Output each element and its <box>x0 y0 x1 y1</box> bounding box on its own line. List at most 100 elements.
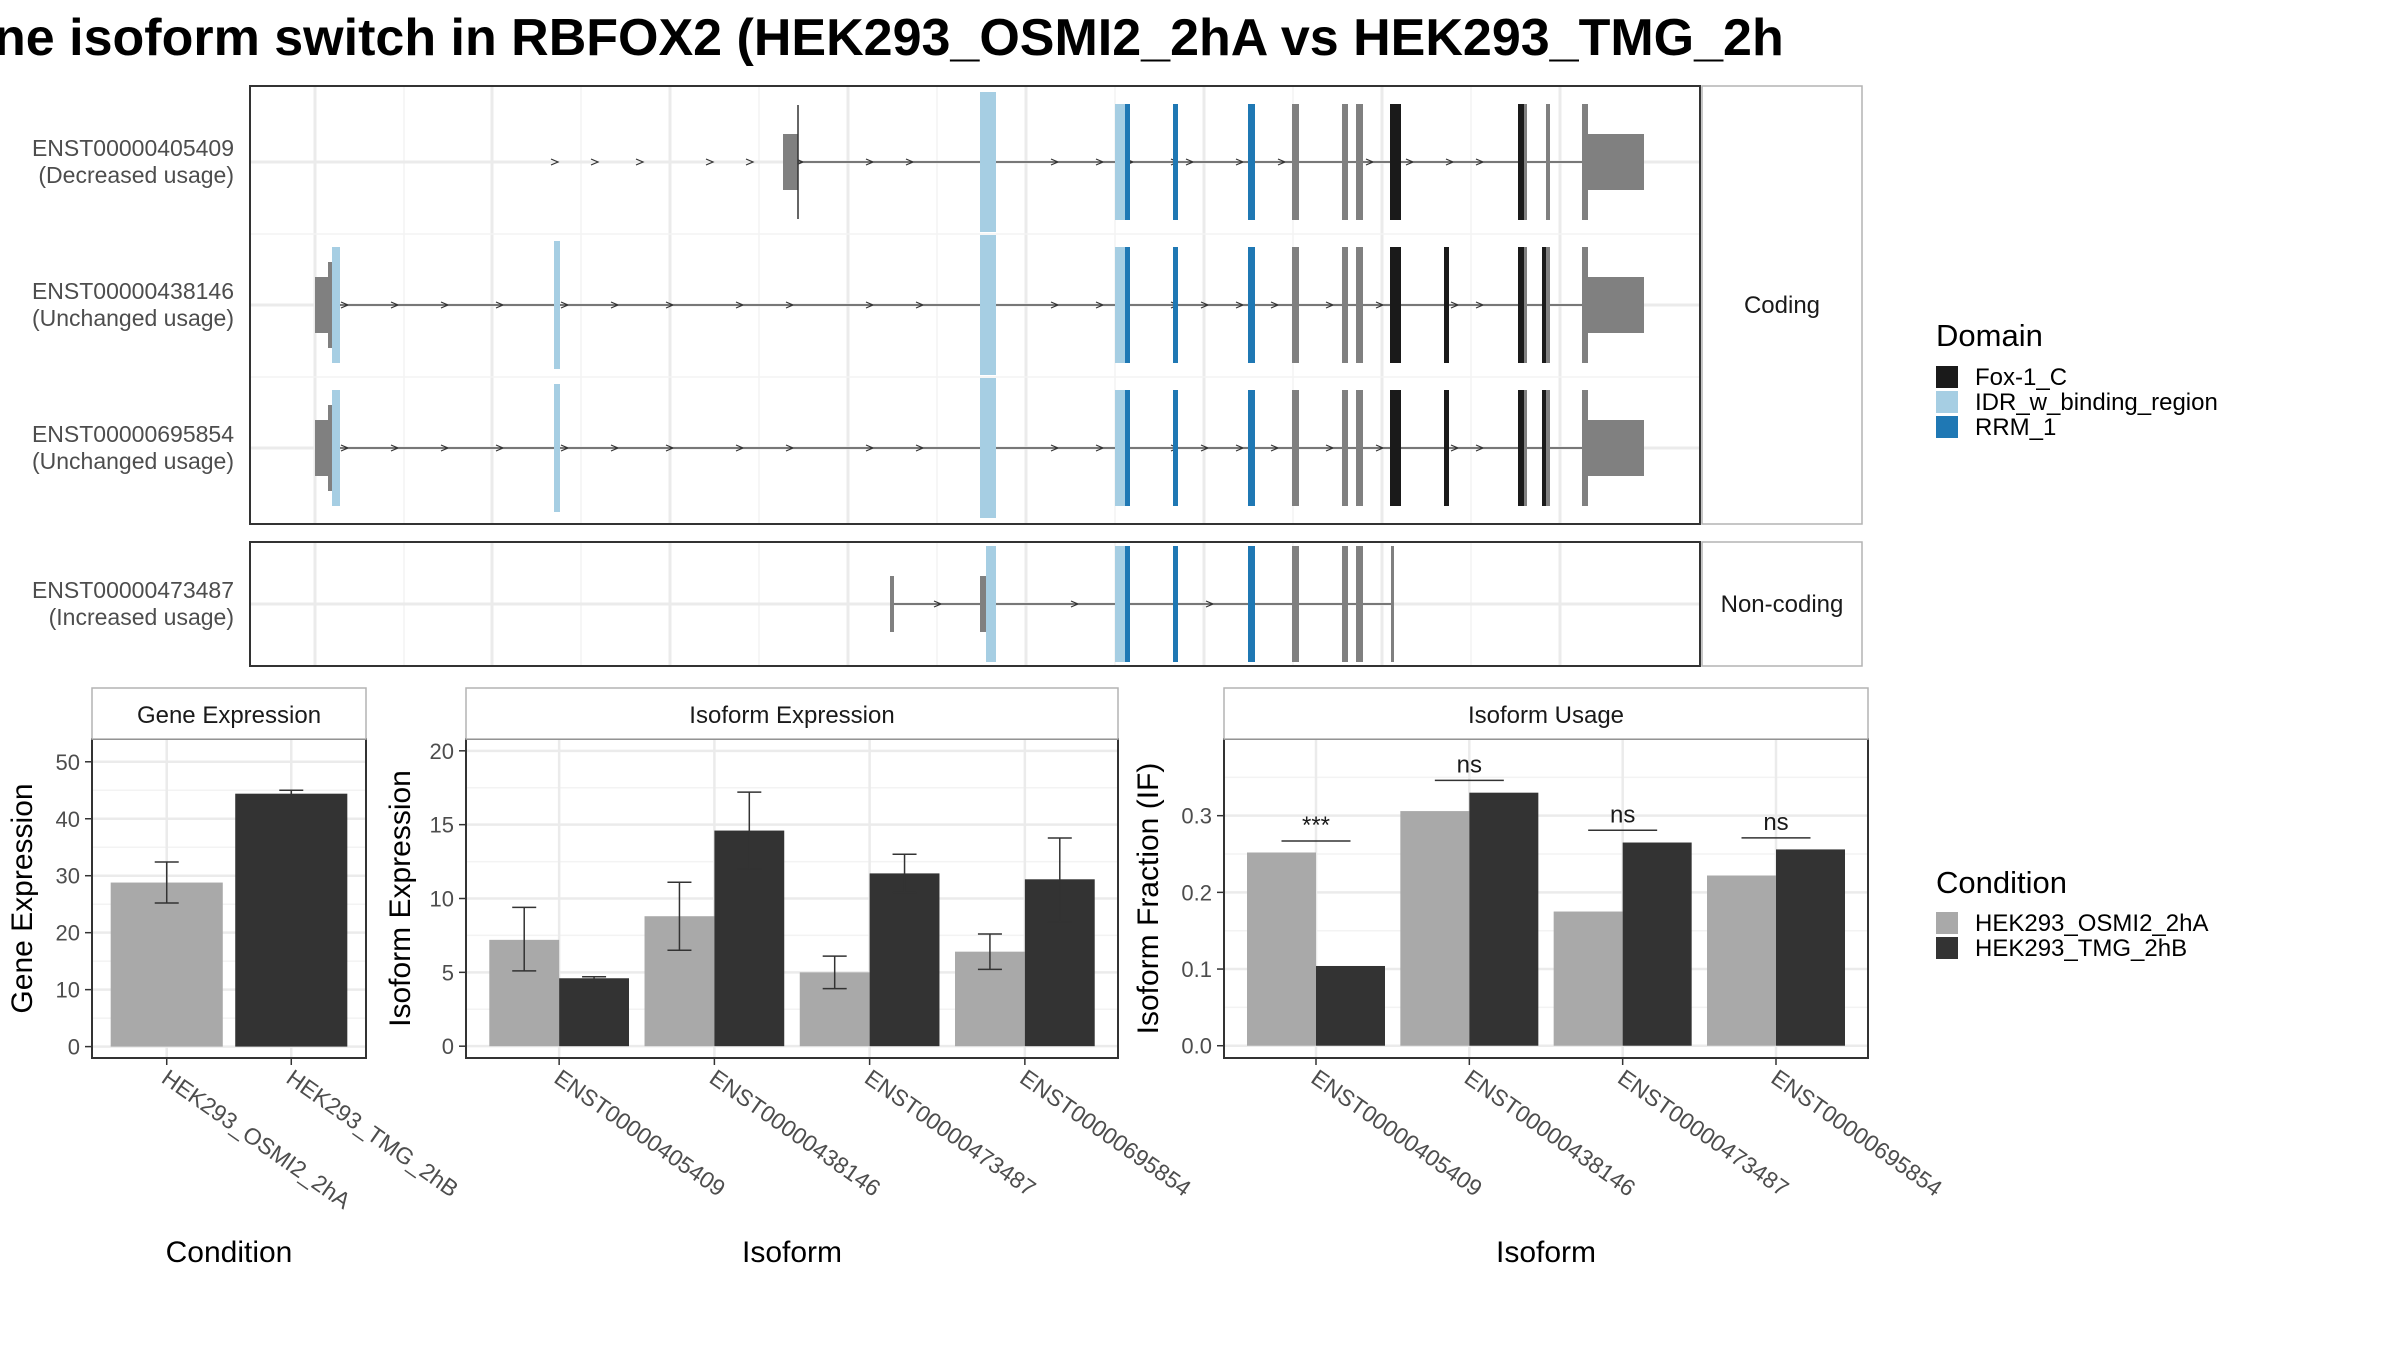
y-tick-label: 40 <box>56 807 80 832</box>
exon-block <box>1173 104 1178 220</box>
direction-arrow <box>1070 600 1080 608</box>
exon-block <box>1542 390 1546 506</box>
x-tick-label: ENST00000438146 <box>705 1064 885 1201</box>
direction-arrow <box>390 444 400 452</box>
direction-arrow <box>1475 444 1485 452</box>
error-bar <box>737 791 762 870</box>
error-bar <box>512 906 537 972</box>
direction-arrow <box>1270 444 1280 452</box>
exon-block <box>1115 546 1125 662</box>
bar <box>1622 842 1692 1046</box>
exon-block <box>1125 390 1130 506</box>
direction-arrow <box>1450 444 1460 452</box>
exon-block <box>1342 247 1348 363</box>
direction-arrow <box>665 301 675 309</box>
y-tick-label: 30 <box>56 864 80 889</box>
transcript-usage-label: (Increased usage) <box>49 604 234 630</box>
exon-block <box>1292 390 1299 506</box>
direction-arrow <box>1235 301 1245 309</box>
direction-arrow <box>1277 158 1287 166</box>
bar <box>1553 911 1623 1046</box>
transcript-row <box>315 378 1644 518</box>
exon-block <box>1444 390 1449 506</box>
direction-arrow <box>865 158 875 166</box>
transcript-usage-label: (Unchanged usage) <box>32 305 234 331</box>
exon-block <box>554 241 560 369</box>
direction-arrow <box>1365 158 1375 166</box>
legend-swatch <box>1936 391 1958 413</box>
legend-label: HEK293_TMG_2hB <box>1975 935 2187 962</box>
legend-title: Domain <box>1936 318 2043 353</box>
exon-block <box>1582 390 1588 506</box>
exon-block <box>1292 247 1299 363</box>
direction-arrow <box>905 158 915 166</box>
panel-strip-label: Non-coding <box>1721 591 1844 618</box>
transcript-usage-label: (Unchanged usage) <box>32 448 234 474</box>
x-axis-title: Isoform <box>1496 1236 1596 1269</box>
direction-arrow <box>1205 600 1215 608</box>
y-tick-label: 5 <box>442 960 454 985</box>
exon-block <box>1588 277 1644 333</box>
legend-label: RRM_1 <box>1975 414 2056 441</box>
direction-arrow <box>1235 158 1245 166</box>
exon-block <box>1356 390 1363 506</box>
direction-arrow <box>590 158 600 166</box>
exon-block <box>1518 104 1524 220</box>
significance-label: ns <box>1610 801 1635 828</box>
exon-block <box>332 247 340 363</box>
exon-block <box>890 576 894 632</box>
exon-block <box>315 277 328 333</box>
transcript-panel: ENST00000473487(Increased usage) Non-codi… <box>32 541 1863 667</box>
exon-block <box>1292 104 1299 220</box>
direction-arrow <box>1475 301 1485 309</box>
exon-block <box>980 378 996 518</box>
y-tick-label: 0 <box>442 1034 454 1059</box>
exon-block <box>332 390 340 506</box>
direction-arrow <box>495 444 505 452</box>
exon-block <box>980 92 996 232</box>
bar <box>1707 875 1776 1046</box>
error-bar <box>667 881 692 951</box>
legend-swatch <box>1936 912 1958 934</box>
legend-title: Condition <box>1936 865 2067 900</box>
direction-arrow <box>1375 301 1385 309</box>
exon-block <box>1390 104 1401 220</box>
exon-block <box>1391 546 1394 662</box>
direction-arrow <box>865 444 875 452</box>
direction-arrow <box>865 301 875 309</box>
y-tick-label: 0.0 <box>1181 1034 1212 1059</box>
direction-arrow <box>1095 444 1105 452</box>
direction-arrow <box>610 301 620 309</box>
exon-block <box>1518 390 1524 506</box>
direction-arrow <box>390 301 400 309</box>
transcript-id-label: ENST00000695854 <box>32 421 234 447</box>
direction-arrow <box>1375 444 1385 452</box>
exon-block <box>1115 390 1125 506</box>
panel-strip <box>1701 541 1863 667</box>
error-bar <box>582 976 607 981</box>
y-tick-label: 20 <box>56 921 80 946</box>
legend-label: HEK293_OSMI2_2hA <box>1975 910 2208 937</box>
exon-block <box>1390 390 1401 506</box>
y-tick-label: 0 <box>68 1035 80 1060</box>
exon-block <box>1542 247 1546 363</box>
direction-arrow <box>1475 158 1485 166</box>
y-tick-label: 20 <box>430 739 454 764</box>
exon-block <box>1248 546 1255 662</box>
y-axis-title: Gene Expression <box>6 783 39 1013</box>
exon-block <box>1524 104 1527 220</box>
y-tick-label: 50 <box>56 750 80 775</box>
exon-block <box>1524 390 1527 506</box>
exon-block <box>1582 104 1588 220</box>
transcript-row <box>550 92 1644 232</box>
exon-block <box>1582 247 1588 363</box>
panel-border <box>249 85 1701 525</box>
exon-block <box>1115 104 1125 220</box>
bar-chart-panels: Gene Expression01020304050HEK293_OSMI2_2… <box>6 687 1947 1269</box>
direction-arrow <box>1050 301 1060 309</box>
direction-arrow <box>440 301 450 309</box>
legend-label: IDR_w_binding_region <box>1975 389 2218 416</box>
significance-label: ns <box>1763 809 1788 836</box>
exon-block <box>1125 247 1130 363</box>
